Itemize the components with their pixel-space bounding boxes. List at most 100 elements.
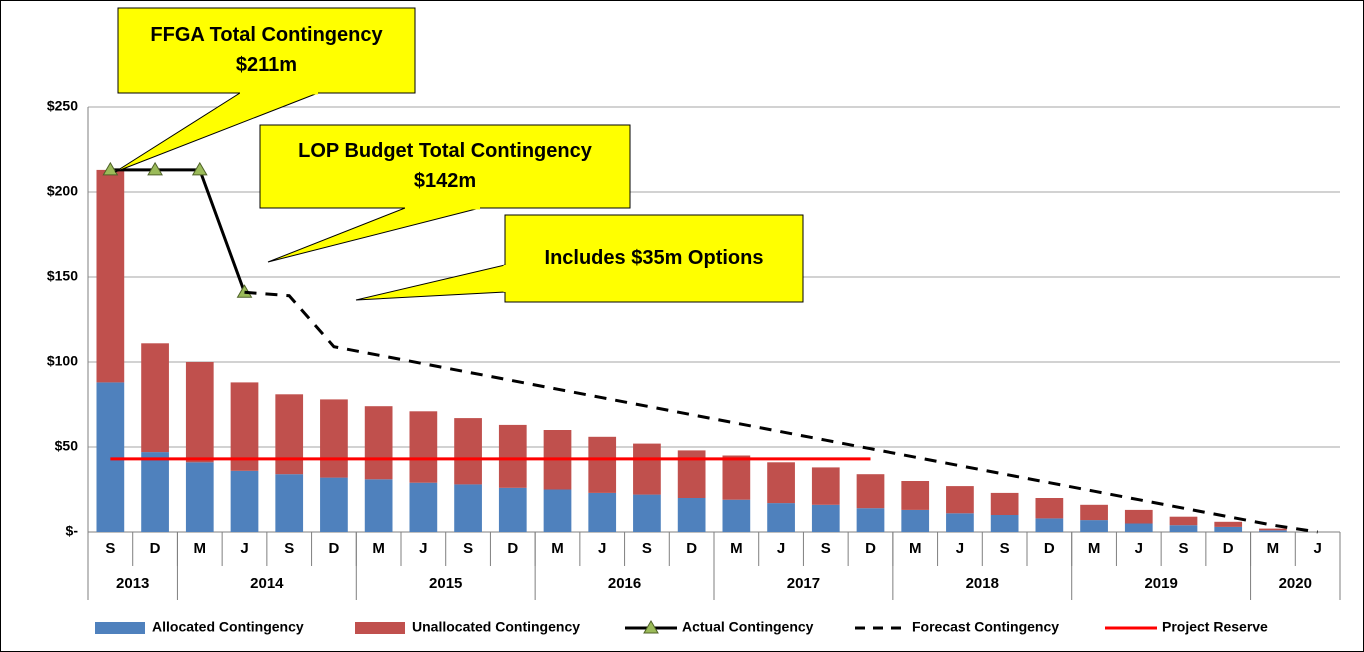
bar [364,406,393,480]
bar [141,343,169,453]
bar [1035,498,1064,519]
bar [1124,523,1153,532]
group-label: 2020 [1279,575,1312,592]
x-tick-label: J [419,540,427,557]
bar [185,362,214,463]
bar [990,492,1019,515]
x-tick-label: S [642,540,652,557]
bar [1214,521,1243,527]
x-tick-label: J [1135,540,1143,557]
x-tick-label: S [463,540,473,557]
bar [230,470,259,532]
bar [677,498,706,532]
bar [1169,525,1198,532]
line-marker [102,161,119,176]
callout-text: $142m [414,170,476,192]
y-tick-label: $50 [55,438,79,454]
x-tick-label: D [686,540,697,557]
bar [454,418,482,485]
y-tick-label: $- [66,523,79,539]
x-tick-label: D [329,540,340,557]
y-tick-label: $200 [47,183,78,199]
bar [275,474,304,532]
x-tick-label: S [1178,540,1188,557]
bar [498,487,527,532]
bar [185,462,214,532]
x-tick-label: M [909,540,922,557]
bar [901,481,930,510]
x-tick-label: S [821,540,831,557]
bar [588,492,617,532]
bar [901,509,930,532]
callout-text: Includes $35m Options [545,247,764,269]
legend-marker [643,620,659,634]
y-tick-label: $250 [47,98,78,114]
bar [454,484,482,532]
x-tick-label: D [507,540,518,557]
x-tick-label: J [956,540,964,557]
bar [767,462,795,504]
callout-text: LOP Budget Total Contingency [298,140,593,162]
y-tick-label: $150 [47,268,78,284]
x-tick-label: J [598,540,606,557]
group-label: 2016 [608,575,641,592]
bar [767,503,795,532]
legend-label: Unallocated Contingency [412,619,580,635]
bar [856,474,885,509]
x-tick-label: M [372,540,385,557]
bar [1035,518,1064,532]
x-tick-label: M [730,540,743,557]
bar [722,499,751,532]
bar [990,515,1019,532]
bar [320,477,348,532]
x-tick-label: D [150,540,161,557]
y-tick-label: $100 [47,353,78,369]
bar [1080,520,1108,532]
bar [1259,530,1287,532]
bar [230,382,259,471]
line-series [110,168,246,293]
bar [1169,516,1198,526]
callout-text: FFGA Total Contingency [150,24,383,46]
group-label: 2013 [116,575,149,592]
x-tick-label: D [865,540,876,557]
x-tick-label: D [1044,540,1055,557]
x-tick-label: S [1000,540,1010,557]
legend-swatch [355,622,405,634]
bar [856,508,885,532]
line-series [244,290,1318,534]
bar [946,486,974,514]
x-tick-label: J [1313,540,1321,557]
bar [633,494,661,532]
bar [1124,509,1153,524]
bar [588,436,617,493]
legend-label: Actual Contingency [682,619,814,635]
group-label: 2017 [787,575,820,592]
legend-label: Allocated Contingency [152,619,304,635]
legend-swatch [95,622,145,634]
bar [320,399,348,478]
bar [1259,528,1287,531]
bar [633,443,661,495]
group-label: 2019 [1144,575,1177,592]
x-tick-label: S [105,540,115,557]
legend-label: Project Reserve [1162,619,1268,635]
callout-text: $211m [236,54,297,76]
group-label: 2018 [966,575,999,592]
bar [409,482,438,532]
x-tick-label: J [240,540,248,557]
bar [96,382,125,532]
x-tick-label: M [1088,540,1101,557]
bar [275,394,304,475]
bar [498,424,527,488]
line-marker [147,161,163,176]
bar [722,455,751,500]
bar [811,467,840,505]
bar [1214,526,1243,532]
group-label: 2015 [429,575,462,592]
legend-label: Forecast Contingency [912,619,1059,635]
x-tick-label: D [1223,540,1234,557]
bar [141,452,169,532]
x-tick-label: S [284,540,294,557]
